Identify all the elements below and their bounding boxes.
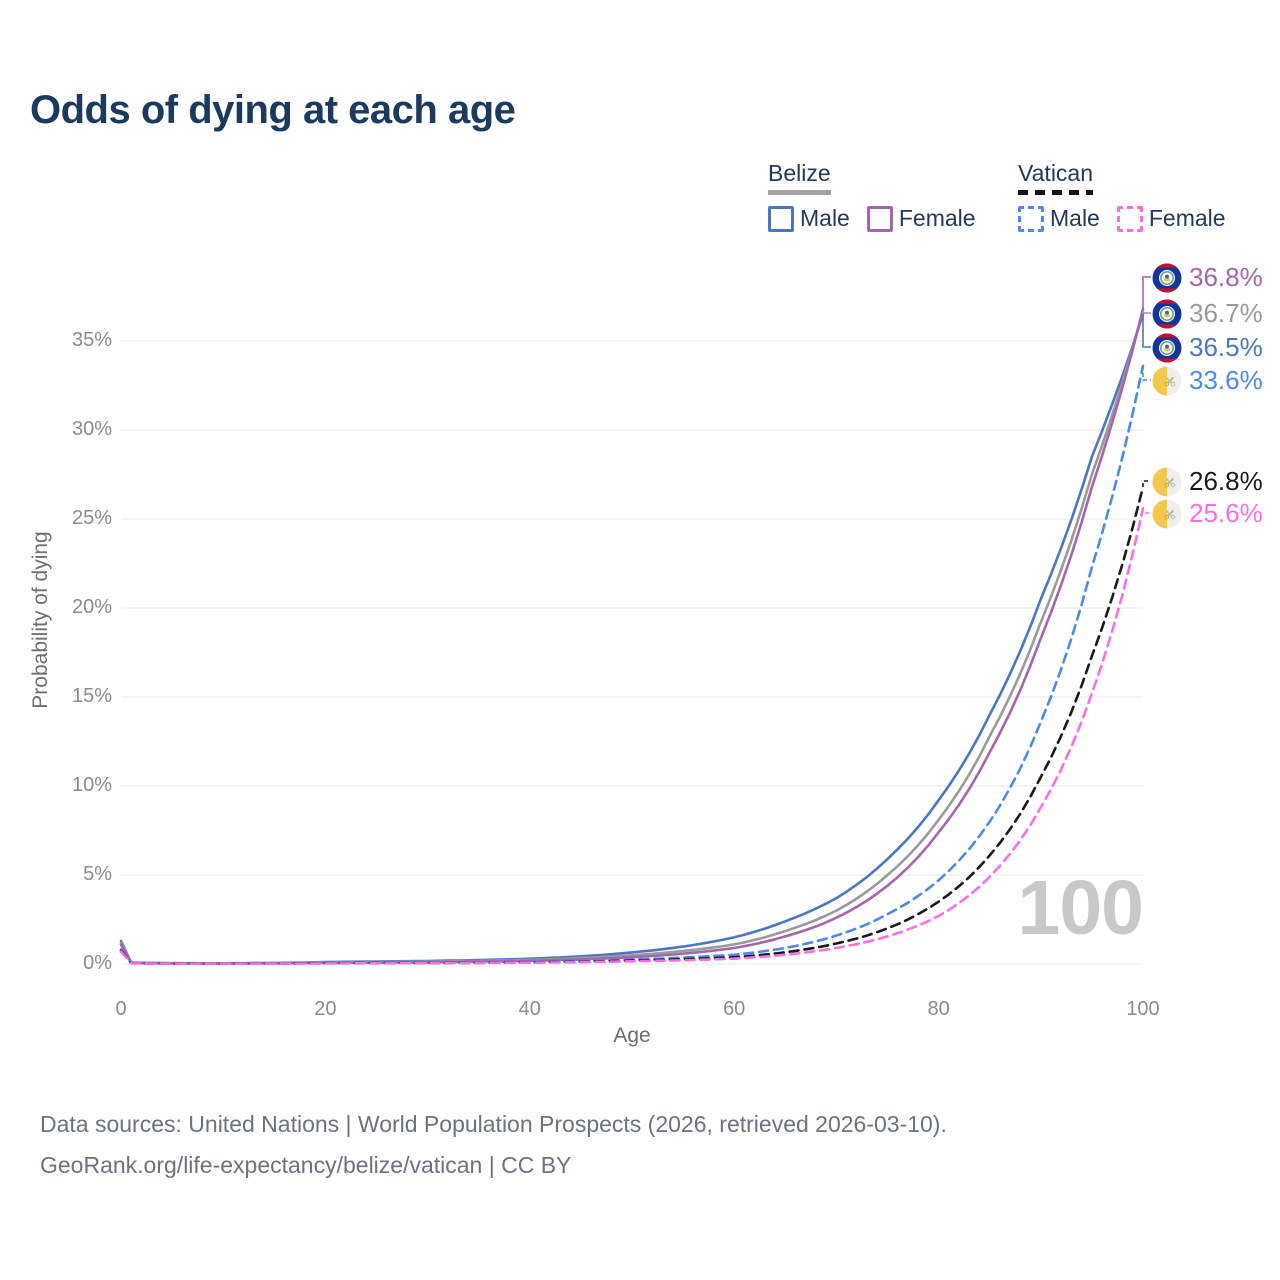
line-vatican-female	[119, 507, 1145, 965]
legend-item-belize-male[interactable]: Male	[768, 205, 850, 232]
legend-item-vatican-male[interactable]: Male	[1018, 205, 1100, 232]
label-connector-belize-male	[1142, 314, 1151, 348]
legend-label-vatican-male: Male	[1050, 205, 1100, 231]
legend-label-vatican-female: Female	[1148, 205, 1226, 231]
line-belize-female	[119, 307, 1145, 965]
end-label-belize-male: 36.5%	[1152, 332, 1263, 363]
x-tick-label: 20	[314, 998, 337, 1020]
y-tick-label: 30%	[71, 418, 112, 440]
legend-item-belize-female[interactable]: Female	[866, 205, 976, 232]
label-connector-belize-female	[1142, 276, 1151, 309]
belize-line-style-swatch	[768, 190, 831, 195]
footer-data-sources: Data sources: United Nations | World Pop…	[40, 1111, 947, 1137]
x-axis-title: Age	[613, 1024, 651, 1047]
end-label-vatican-male: 33.6%	[1152, 365, 1263, 396]
x-tick-label: 40	[518, 998, 541, 1020]
line-vatican-total	[119, 485, 1145, 965]
end-label-belize-female: 36.8%	[1152, 262, 1263, 293]
legend-country-belize: Belize	[768, 160, 831, 186]
x-tick-label: 80	[927, 998, 950, 1020]
label-connector-vatican-female	[1142, 508, 1151, 514]
vatican-line-style-swatch	[1018, 190, 1094, 195]
vatican-flag-icon	[1152, 467, 1182, 496]
belize-flag-icon	[1152, 333, 1182, 362]
end-label-value: 36.8%	[1189, 262, 1263, 292]
legend-item-vatican-female[interactable]: Female	[1116, 205, 1226, 232]
x-tick-label: 100	[1126, 998, 1160, 1020]
legend-label-belize-male: Male	[800, 205, 850, 231]
footer-attribution: GeoRank.org/life-expectancy/belize/vatic…	[40, 1152, 572, 1178]
belize-female-swatch-icon	[866, 205, 893, 232]
age-watermark: 100	[1017, 865, 1144, 951]
end-label-value: 36.5%	[1189, 332, 1263, 362]
footer: Data sources: United Nations | World Pop…	[40, 1104, 947, 1186]
vatican-flag-icon	[1152, 366, 1182, 395]
belize-flag-icon	[1152, 299, 1182, 328]
y-tick-label: 10%	[71, 774, 112, 796]
label-connector-vatican-male	[1142, 365, 1151, 381]
end-label-value: 26.8%	[1189, 466, 1263, 496]
legend-label-belize-female: Female	[898, 205, 976, 231]
y-tick-label: 35%	[71, 329, 112, 351]
vatican-flag-icon	[1152, 499, 1182, 528]
y-tick-label: 25%	[71, 507, 112, 529]
end-label-value: 25.6%	[1189, 498, 1263, 528]
end-label-vatican-total: 26.8%	[1152, 466, 1263, 497]
legend-group-vatican: Vatican Male Female	[1018, 160, 1226, 232]
page-title: Odds of dying at each age	[30, 88, 516, 132]
y-axis-title: Probability of dying	[29, 531, 52, 709]
vatican-male-swatch-icon	[1018, 205, 1044, 232]
end-label-value: 36.7%	[1189, 298, 1263, 328]
x-tick-label: 0	[115, 998, 127, 1020]
end-label-value: 33.6%	[1189, 365, 1263, 395]
y-tick-label: 20%	[71, 596, 112, 618]
line-belize-total	[119, 309, 1145, 965]
line-belize-male	[119, 313, 1145, 965]
belize-male-swatch-icon	[768, 205, 794, 232]
legend-group-belize: Belize Male Female	[768, 160, 976, 232]
y-tick-label: 0%	[83, 952, 112, 974]
vatican-female-swatch-icon	[1116, 205, 1143, 232]
y-tick-label: 5%	[83, 863, 112, 885]
end-label-belize-total: 36.7%	[1152, 298, 1263, 329]
label-connector-belize-total	[1142, 310, 1151, 314]
end-label-vatican-female: 25.6%	[1152, 498, 1263, 529]
x-tick-label: 60	[723, 998, 746, 1020]
belize-flag-icon	[1152, 263, 1182, 292]
y-tick-label: 15%	[71, 685, 112, 707]
label-connector-vatican-total	[1142, 480, 1151, 487]
legend-country-vatican: Vatican	[1018, 160, 1094, 186]
line-vatican-male	[119, 364, 1145, 965]
